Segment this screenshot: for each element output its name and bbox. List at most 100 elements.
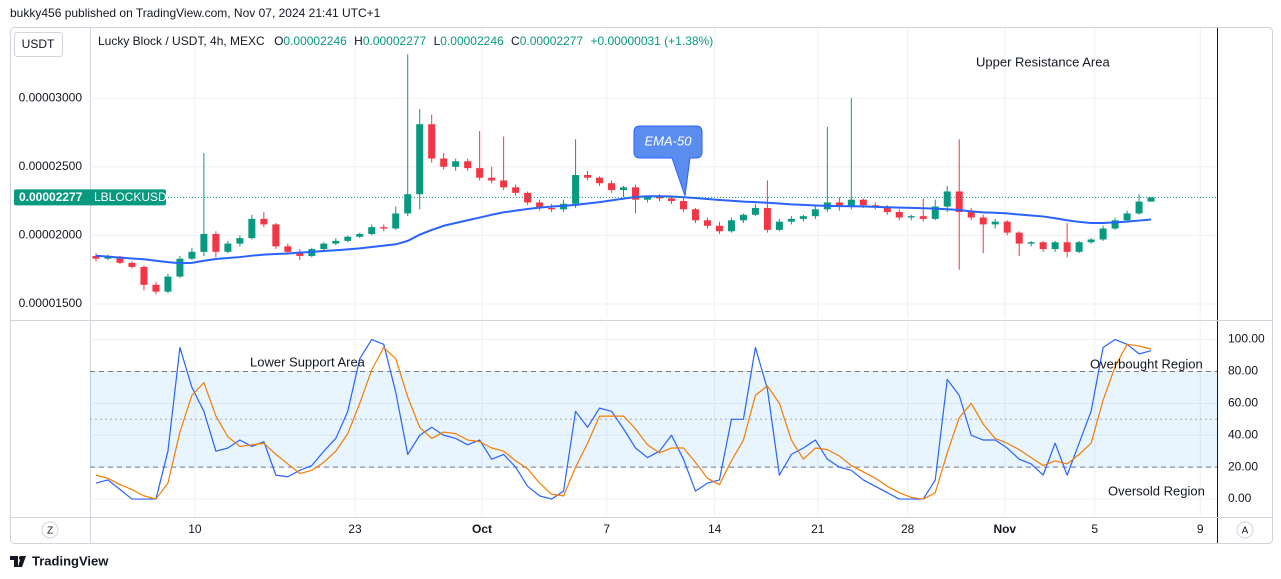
- y-tick-label: 100.00: [1228, 332, 1265, 346]
- candle-body: [895, 212, 903, 218]
- candle-body: [452, 161, 460, 167]
- candle-body: [1111, 220, 1119, 229]
- legend: Lucky Block / USDT, 4h, MEXC O 0.00002246…: [98, 34, 713, 48]
- y-tick-label: 80.00: [1228, 364, 1258, 378]
- x-tick-label: 21: [811, 522, 825, 536]
- x-tick-label: 28: [901, 522, 915, 536]
- chart-frame: [10, 27, 1273, 544]
- candle-body: [548, 207, 556, 210]
- candle-body: [344, 236, 352, 241]
- auto-button[interactable]: [1236, 521, 1254, 539]
- x-tick-label: 10: [188, 522, 202, 536]
- candle-body: [883, 206, 891, 213]
- candle-body: [751, 207, 759, 215]
- candle-body: [907, 216, 915, 218]
- candle-body: [1147, 197, 1155, 202]
- x-tick-label: 9: [1197, 522, 1204, 536]
- candle-body: [596, 177, 604, 184]
- candle-body: [248, 218, 256, 239]
- candle-body: [787, 218, 795, 222]
- candle-body: [296, 251, 304, 256]
- candle-body: [272, 224, 280, 247]
- x-tick-label: 5: [1091, 522, 1098, 536]
- candle-body: [667, 198, 675, 202]
- candle-body: [104, 256, 112, 259]
- callout-shape: [633, 125, 703, 197]
- bands: [90, 370, 1217, 468]
- price-tag: [14, 189, 166, 206]
- band-area: [90, 371, 1217, 468]
- brand-icon: [10, 556, 26, 567]
- candle-body: [332, 240, 340, 244]
- auto-button-label[interactable]: A: [1242, 526, 1249, 537]
- scale-button[interactable]: [41, 521, 59, 539]
- candle-body: [200, 234, 208, 252]
- series-line: [95, 343, 1152, 500]
- candle-body: [1003, 221, 1011, 233]
- legend-title: Lucky Block / USDT, 4h, MEXC: [98, 34, 265, 48]
- y-tick-label: 60.00: [1228, 396, 1258, 410]
- y-tick-label: 0.00: [1228, 491, 1252, 505]
- brand-logo: TradingView: [10, 553, 109, 568]
- candle-body: [967, 212, 975, 218]
- candle-body: [644, 196, 652, 200]
- currency-box[interactable]: [14, 32, 63, 57]
- annotation: Overbought Region: [1090, 356, 1203, 371]
- currency[interactable]: USDT: [22, 37, 55, 51]
- candle-body: [632, 187, 640, 200]
- ema-callout: EMA-50: [633, 125, 703, 197]
- y-tick-label: 0.00003000: [19, 90, 83, 104]
- candle-body: [236, 238, 244, 244]
- candle-body: [188, 251, 196, 259]
- candle-body: [608, 183, 616, 191]
- candle-body: [416, 124, 424, 195]
- candle-body: [691, 209, 699, 221]
- y-tick-label: 20.00: [1228, 459, 1258, 473]
- price-tag-symbol: LBLOCKUSDT: [94, 190, 175, 204]
- x-tick-label: Nov: [993, 522, 1016, 536]
- candle-body: [1063, 242, 1071, 252]
- annotation: Lower Support Area: [250, 354, 366, 369]
- candle-body: [572, 174, 580, 204]
- legend-key: O: [274, 34, 283, 48]
- candle-body: [356, 234, 364, 237]
- candle-body: [116, 256, 124, 263]
- candle-body: [811, 209, 819, 217]
- candle-body: [1027, 242, 1035, 244]
- candle-body: [703, 220, 711, 226]
- byline: bukky456 published on TradingView.com, N…: [10, 6, 381, 20]
- x-tick-label: Oct: [472, 522, 492, 536]
- candle-body: [512, 187, 520, 193]
- candle-body: [440, 158, 448, 167]
- brand-icon-dot: [19, 556, 23, 560]
- candle-body: [428, 124, 436, 159]
- candle-body: [835, 202, 843, 207]
- candle-body: [404, 194, 412, 214]
- legend-value: 0.00002277: [520, 34, 584, 48]
- candle-body: [620, 187, 628, 191]
- legend-value: 0.00002246: [440, 34, 504, 48]
- x-tick-label: 14: [708, 522, 722, 536]
- candle-body: [128, 262, 136, 267]
- candle-body: [488, 177, 496, 181]
- candle-body: [655, 196, 663, 199]
- candle-body: [763, 207, 771, 230]
- legend-change: +0.00000031 (+1.38%): [590, 34, 713, 48]
- y-tick-label: 0.00002000: [19, 228, 83, 242]
- candle-body: [799, 216, 807, 219]
- y-tick-label: 0.00002500: [19, 159, 83, 173]
- candle-body: [1039, 242, 1047, 250]
- candle-body: [536, 202, 544, 208]
- y-tick-label: 40.00: [1228, 427, 1258, 441]
- candle-body: [859, 199, 867, 206]
- candle-body: [464, 161, 472, 169]
- candle-body: [943, 191, 951, 207]
- candle-body: [739, 214, 747, 221]
- scale-button-label[interactable]: Z: [47, 526, 53, 537]
- candle-body: [919, 216, 927, 219]
- candle-body: [1087, 239, 1095, 243]
- candle-body: [775, 221, 783, 230]
- candle-body: [931, 206, 939, 219]
